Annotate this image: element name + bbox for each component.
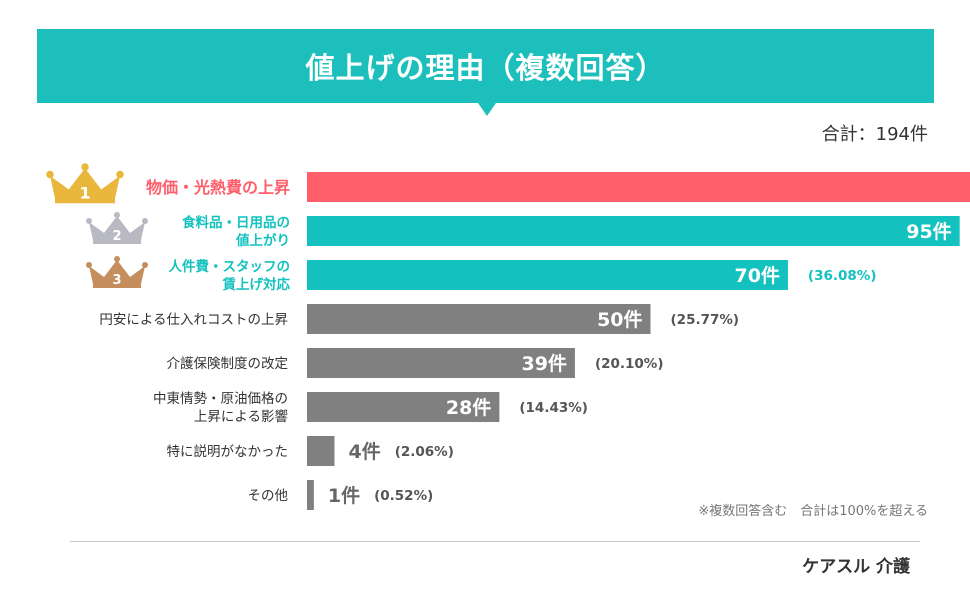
crown-jewel-right-1 bbox=[116, 170, 124, 179]
value-label-3: 70件 bbox=[734, 264, 779, 287]
bar-3 bbox=[307, 260, 788, 290]
bar-chart: 117件(60.31%)物価・光熱費の上昇195件(48.97%)食料品・日用品… bbox=[46, 163, 970, 510]
category-label-7-line-1: 特に説明がなかった bbox=[167, 444, 289, 460]
banner-arrow bbox=[478, 103, 496, 116]
percent-label-6: (14.43%) bbox=[519, 400, 588, 416]
rank-number-3: 3 bbox=[112, 273, 121, 288]
crown-jewel-right-2 bbox=[142, 218, 148, 224]
rank-number-1: 1 bbox=[79, 183, 90, 202]
bar-8 bbox=[307, 480, 314, 510]
category-label-8-line-1: その他 bbox=[248, 488, 289, 504]
crown-icon-3 bbox=[89, 260, 145, 288]
bar-6 bbox=[307, 392, 500, 422]
category-label-6-line-1: 中東情勢・原油価格の bbox=[153, 391, 288, 407]
percent-label-7: (2.06%) bbox=[395, 444, 454, 460]
crown-icon-1 bbox=[50, 168, 120, 204]
value-label-4: 50件 bbox=[597, 308, 642, 331]
bar-4 bbox=[307, 304, 651, 334]
rank-number-2: 2 bbox=[112, 229, 121, 244]
crown-jewel-right-3 bbox=[142, 262, 148, 268]
divider bbox=[70, 541, 920, 542]
category-label-2-line-1: 食料品・日用品の bbox=[182, 214, 290, 231]
percent-label-3: (36.08%) bbox=[808, 268, 877, 284]
crown-jewel-center-1 bbox=[81, 163, 89, 171]
category-label-3-line-1: 人件費・スタッフの bbox=[169, 258, 291, 275]
value-label-6: 28件 bbox=[446, 396, 491, 419]
category-label-5-line-1: 介護保険制度の改定 bbox=[167, 356, 289, 372]
percent-label-8: (0.52%) bbox=[374, 488, 433, 504]
crown-jewel-left-3 bbox=[86, 262, 92, 268]
crown-jewel-left-2 bbox=[86, 218, 92, 224]
bar-7 bbox=[307, 436, 335, 466]
crown-jewel-center-2 bbox=[114, 212, 120, 218]
bar-5 bbox=[307, 348, 575, 378]
value-label-8: 1件 bbox=[328, 484, 360, 507]
category-label-1-line-1: 物価・光熱費の上昇 bbox=[146, 178, 290, 197]
title-banner: 値上げの理由（複数回答） bbox=[37, 29, 934, 103]
crown-jewel-left-1 bbox=[46, 170, 54, 179]
brand-name: ケアスル 介護 bbox=[802, 557, 910, 577]
value-label-5: 39件 bbox=[521, 352, 566, 375]
chart-title: 値上げの理由（複数回答） bbox=[305, 51, 666, 85]
crown-icon-2 bbox=[89, 216, 145, 244]
percent-label-4: (25.77%) bbox=[671, 312, 740, 328]
category-label-6-line-2: 上昇による影響 bbox=[194, 408, 288, 425]
category-label-3-line-2: 賃上げ対応 bbox=[222, 276, 291, 293]
bar-2 bbox=[307, 216, 960, 246]
value-label-2: 95件 bbox=[906, 220, 951, 243]
category-label-2-line-2: 値上がり bbox=[235, 232, 290, 249]
category-label-4-line-1: 円安による仕入れコストの上昇 bbox=[99, 312, 288, 328]
total-count: 合計：194件 bbox=[821, 124, 928, 145]
percent-label-5: (20.10%) bbox=[595, 356, 664, 372]
bar-1 bbox=[307, 172, 970, 202]
value-label-7: 4件 bbox=[348, 440, 380, 463]
crown-jewel-center-3 bbox=[114, 256, 120, 262]
footnote: ※複数回答含む 合計は100%を超える bbox=[698, 504, 928, 519]
